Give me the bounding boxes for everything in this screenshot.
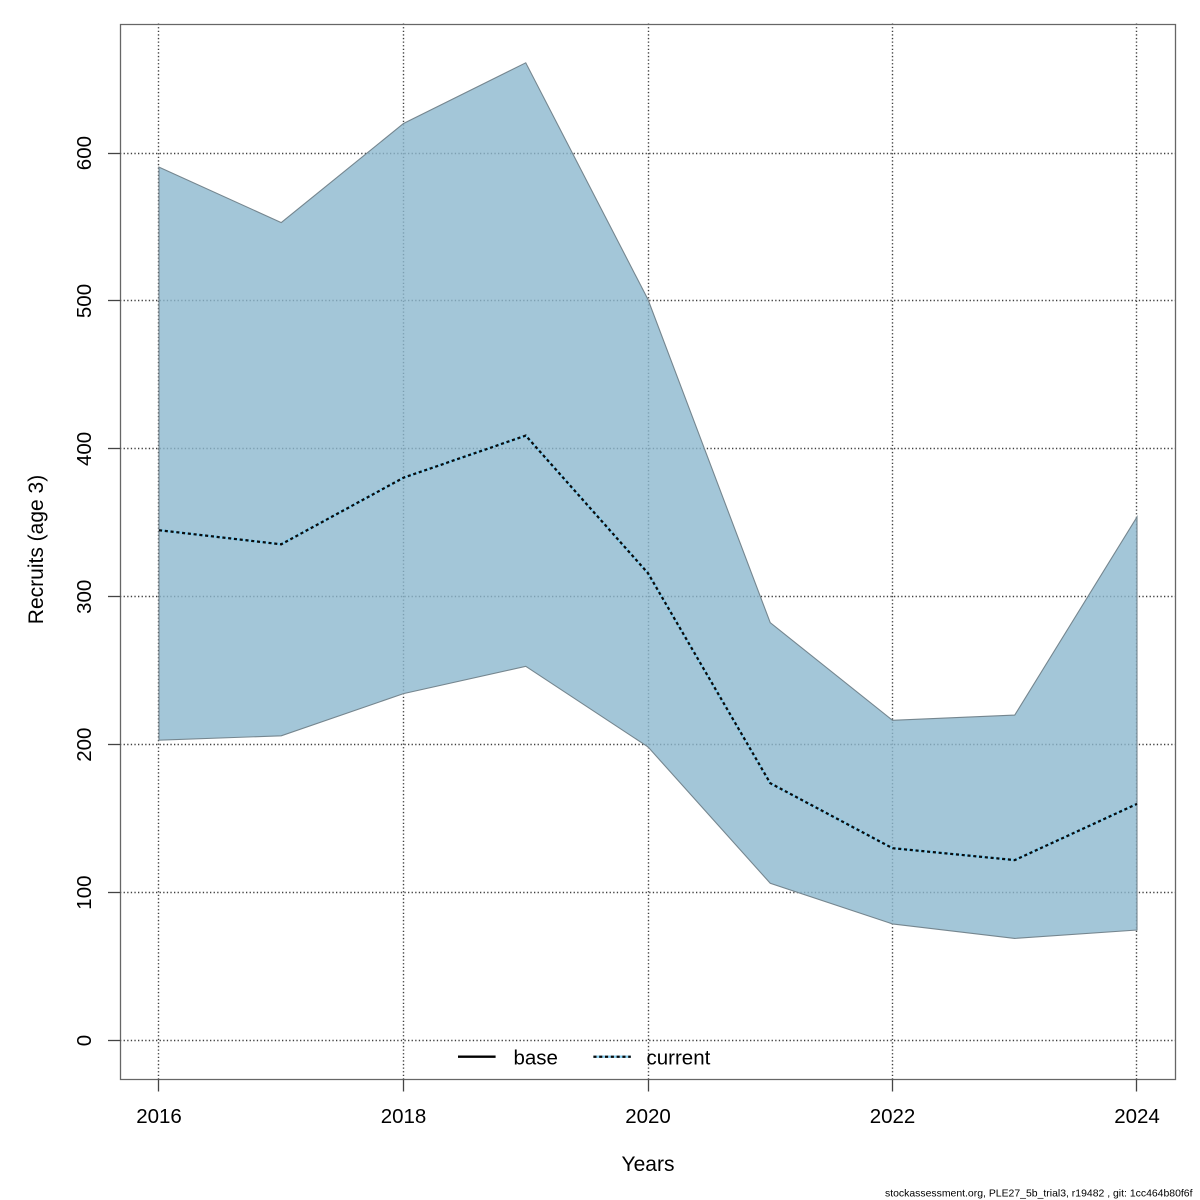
svg-text:current: current <box>647 1047 711 1070</box>
svg-text:2024: 2024 <box>1114 1105 1160 1128</box>
svg-text:600: 600 <box>73 136 96 170</box>
svg-text:400: 400 <box>73 432 96 466</box>
svg-text:Recruits (age 3): Recruits (age 3) <box>25 475 48 624</box>
svg-text:500: 500 <box>73 284 96 318</box>
svg-text:2020: 2020 <box>625 1105 671 1128</box>
svg-text:stockassessment.org, PLE27_5b_: stockassessment.org, PLE27_5b_trial3, r1… <box>885 1189 1193 1200</box>
svg-text:200: 200 <box>73 728 96 762</box>
svg-text:100: 100 <box>73 875 96 909</box>
svg-text:2018: 2018 <box>381 1105 427 1128</box>
svg-text:2016: 2016 <box>136 1105 182 1128</box>
svg-text:base: base <box>514 1047 558 1070</box>
svg-text:300: 300 <box>73 580 96 614</box>
svg-text:2022: 2022 <box>870 1105 916 1128</box>
svg-text:Years: Years <box>622 1153 675 1176</box>
svg-text:0: 0 <box>73 1035 96 1046</box>
